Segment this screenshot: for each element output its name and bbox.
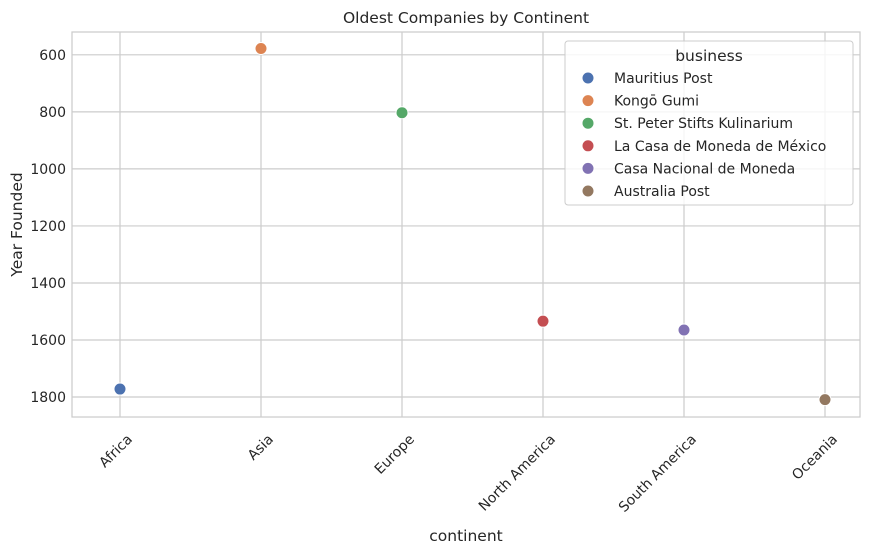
legend-title: business: [675, 47, 743, 65]
y-axis-ticks: 600 800 1000 1200 1400 1600 1800: [30, 48, 66, 406]
x-tick-label: Europe: [372, 432, 418, 478]
y-tick-label: 1800: [30, 390, 66, 406]
y-tick-label: 1400: [30, 276, 66, 292]
x-tick-label: North America: [476, 432, 559, 515]
y-tick-label: 600: [39, 48, 66, 64]
legend-marker: [581, 161, 595, 175]
x-tick-label: Africa: [96, 432, 136, 472]
data-point: [536, 314, 550, 328]
y-tick-label: 800: [39, 105, 66, 121]
data-point: [677, 323, 691, 337]
legend-items: Mauritius Post Kongō Gumi St. Peter Stifts…: [581, 71, 826, 200]
legend-box: [564, 40, 854, 206]
y-tick-label: 1000: [30, 162, 66, 178]
legend-marker: [581, 116, 595, 130]
data-point: [113, 382, 127, 396]
x-axis-title: continent: [429, 527, 502, 545]
data-point: [395, 106, 409, 120]
legend: business Mauritius Post Kongō Gumi St. Pet…: [564, 40, 854, 206]
legend-label: La Casa de Moneda de México: [614, 139, 826, 155]
plot-frame: [71, 31, 861, 418]
x-tick-label: Oceania: [789, 432, 841, 484]
data-point: [254, 42, 268, 56]
x-tick-label: Asia: [245, 432, 277, 464]
y-tick-label: 1200: [30, 219, 66, 235]
legend-label: Kongō Gumi: [614, 94, 699, 110]
legend-label: Mauritius Post: [614, 71, 713, 87]
chart-title: Oldest Companies by Continent: [343, 9, 589, 27]
y-axis-title: Year Founded: [8, 172, 26, 277]
legend-label: Australia Post: [614, 184, 710, 200]
data-point: [818, 393, 832, 407]
legend-marker: [581, 94, 595, 108]
x-axis-ticks: Africa Asia Europe North America South Ameri…: [96, 432, 841, 516]
legend-label: St. Peter Stifts Kulinarium: [614, 116, 793, 132]
y-tick-label: 1600: [30, 333, 66, 349]
data-points: [113, 42, 832, 407]
legend-label: Casa Nacional de Moneda: [614, 161, 795, 177]
x-tick-label: South America: [616, 432, 700, 516]
legend-marker: [581, 184, 595, 198]
legend-marker: [581, 139, 595, 153]
legend-marker: [581, 71, 595, 85]
